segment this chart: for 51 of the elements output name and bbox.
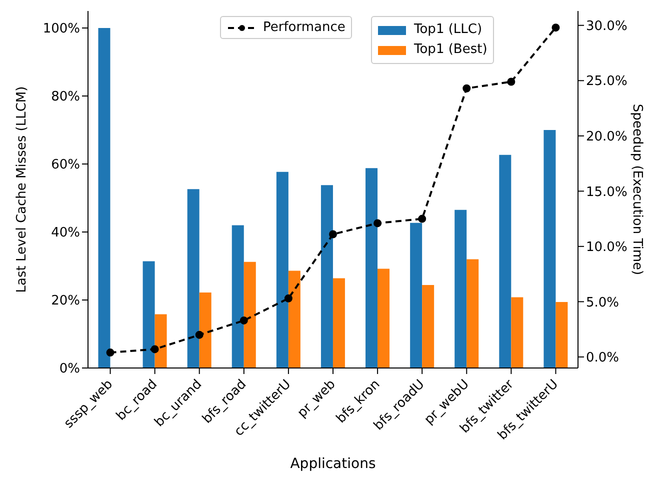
bar xyxy=(199,292,212,368)
bar xyxy=(232,225,244,368)
bar xyxy=(244,262,256,368)
point xyxy=(240,316,248,324)
point xyxy=(374,219,382,228)
y2-tick-label: 20.0% xyxy=(586,130,628,145)
y2-tick-label: 10.0% xyxy=(586,240,628,256)
legend-label: Top1 (Best) xyxy=(414,41,488,59)
y-tick-label: 80% xyxy=(51,90,80,105)
y-tick-label: 100% xyxy=(42,22,80,37)
point xyxy=(418,214,426,223)
y2-tick-label: 25.0% xyxy=(586,74,628,90)
bar xyxy=(454,210,467,368)
y2-tick-label: 0.0% xyxy=(586,350,620,366)
bar xyxy=(320,185,333,368)
bar xyxy=(556,302,568,368)
bar xyxy=(499,154,512,368)
point xyxy=(329,230,337,238)
bar xyxy=(332,278,345,368)
bar xyxy=(544,130,556,368)
bar xyxy=(466,259,479,368)
y-tick-label: 40% xyxy=(51,226,80,241)
bar xyxy=(98,28,110,368)
y2-axis-title: Speedup (Execution Time) xyxy=(629,104,644,276)
bar xyxy=(154,314,167,368)
bar xyxy=(422,285,434,368)
legend-label: Performance xyxy=(263,20,346,35)
legend-label: Top1 (LLC) xyxy=(414,21,482,39)
bar xyxy=(288,270,300,368)
y2-tick-label: 30.0% xyxy=(586,18,628,34)
y2-tick-label: 15.0% xyxy=(586,184,628,200)
point xyxy=(284,294,292,302)
bar xyxy=(366,168,378,368)
y2-tick-label: 5.0% xyxy=(586,295,620,310)
bar xyxy=(276,172,288,368)
bar xyxy=(378,268,390,368)
point xyxy=(552,24,560,32)
bar xyxy=(187,189,200,368)
point xyxy=(150,345,159,354)
bar xyxy=(410,222,422,368)
y-axis-title: Last Level Cache Misses (LLCM) xyxy=(14,86,30,293)
point xyxy=(106,348,114,357)
x-axis-title: Applications xyxy=(290,456,376,472)
y-tick-label: 0% xyxy=(59,362,80,377)
bar xyxy=(511,297,524,368)
y-tick-label: 60% xyxy=(51,158,80,173)
point xyxy=(507,78,516,86)
point xyxy=(195,330,204,339)
y-tick-label: 20% xyxy=(51,294,80,309)
bar xyxy=(142,261,155,368)
point xyxy=(462,84,471,92)
